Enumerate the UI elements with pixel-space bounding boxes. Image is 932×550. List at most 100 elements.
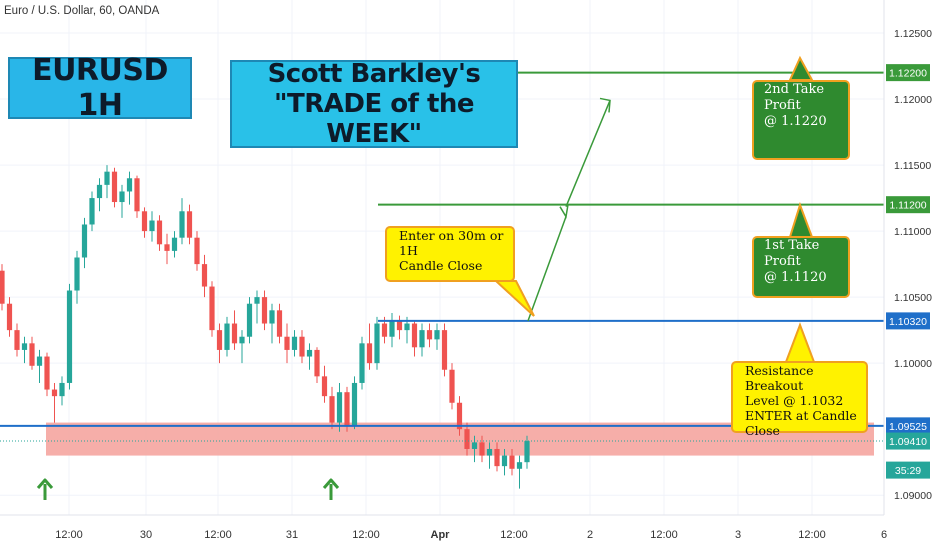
candle-body	[329, 396, 335, 423]
res-line-1: Resistance Breakout	[745, 363, 814, 393]
target-arrows	[527, 97, 611, 322]
candle-body	[246, 303, 253, 337]
res-line-2: Level @ 1.1032	[745, 393, 844, 408]
price-tick-label: 1.12000	[894, 94, 932, 106]
candle-body	[186, 211, 193, 238]
candle-body	[464, 429, 470, 449]
candle-body	[426, 330, 433, 340]
price-tag-label: 1.10320	[889, 316, 927, 328]
trade-line-2: "TRADE of the WEEK"	[273, 89, 475, 149]
candle-body	[434, 330, 440, 340]
candle-body	[509, 455, 515, 469]
candle-body	[216, 330, 223, 350]
candle-body	[284, 336, 290, 350]
candle-body	[404, 323, 410, 331]
candle-body	[44, 356, 50, 390]
time-tick-label: 30	[140, 529, 152, 541]
candle-body	[471, 442, 478, 449]
candle-body	[0, 270, 5, 304]
tp1-line-1: 1st Take Profit	[764, 238, 820, 269]
time-axis: 12:00 30 12:00 31 12:00 Apr 12:00 2 12:00 3 12:00 6	[55, 529, 887, 541]
price-axis: 1.12500 1.12000 1.11500 1.11000 1.10500 1.100…	[894, 28, 932, 502]
tp2-line-1: 2nd Take Profit	[764, 82, 825, 113]
up-arrow-head	[322, 478, 340, 489]
candle-body	[201, 264, 208, 287]
candle-body	[441, 330, 448, 370]
enter-line-2: Candle Close	[399, 258, 483, 273]
candle-body	[261, 297, 268, 324]
candle-body	[171, 237, 178, 251]
candle-body	[336, 392, 343, 423]
candle-body	[494, 448, 500, 467]
price-tag-bg	[886, 312, 930, 330]
take-profit-1-callout: 1st Take Profit @ 1.1120	[752, 236, 850, 298]
candle-body	[524, 441, 530, 463]
candle-body	[164, 244, 170, 251]
resistance-callout: Resistance Breakout Level @ 1.1032 ENTER…	[731, 361, 868, 438]
price-tick-label: 1.11500	[894, 160, 931, 172]
candle-body	[74, 257, 80, 291]
arrow-head-2	[599, 97, 611, 113]
time-tick-label: 12:00	[55, 529, 83, 541]
take-profit-2-callout: 2nd Take Profit @ 1.1220	[752, 80, 850, 160]
price-tag-label: 1.12200	[889, 68, 927, 80]
price-tag-bg	[886, 461, 930, 479]
candle-body	[179, 211, 185, 238]
candlesticks	[0, 165, 884, 489]
price-tag-label: 1.09410	[889, 436, 927, 448]
tp2-line-2: @ 1.1220	[764, 114, 827, 129]
candle-body	[51, 389, 58, 397]
candle-body	[456, 402, 463, 430]
candle-body	[516, 462, 523, 469]
price-tick-label: 1.10500	[894, 292, 932, 304]
candle-body	[374, 323, 380, 364]
candle-body	[81, 224, 88, 258]
time-tick-label: 2	[587, 529, 593, 541]
time-tick-label: 12:00	[352, 529, 380, 541]
candle-body	[306, 349, 313, 357]
candle-body	[111, 171, 118, 203]
candle-body	[126, 178, 133, 192]
candle-body	[21, 343, 28, 350]
res-line-3: ENTER at Candle Close	[745, 408, 857, 438]
price-tag-label: 1.09525	[889, 421, 927, 433]
price-tick-label: 1.11000	[894, 226, 931, 238]
time-tick-label: 31	[286, 529, 298, 541]
candle-body	[291, 336, 298, 350]
arrow-head-1	[559, 204, 569, 219]
candle-body	[134, 178, 140, 212]
candle-body	[269, 310, 275, 324]
price-tag-bg	[886, 417, 930, 435]
candle-body	[66, 290, 73, 383]
enter-pointer	[493, 280, 535, 317]
take-profit-1-pointer	[788, 201, 814, 238]
candle-body	[276, 310, 283, 337]
arrow-shaft-2	[565, 100, 611, 207]
time-tick-label: 12:00	[500, 529, 528, 541]
symbol-header: Euro / U.S. Dollar, 60, OANDA	[4, 5, 160, 17]
candle-body	[381, 323, 388, 337]
time-tick-label: 12:00	[204, 529, 232, 541]
take-profit-2-pointer	[788, 55, 814, 81]
candle-body	[239, 336, 245, 344]
candle-body	[156, 220, 163, 245]
price-tags: 1.12200 1.11200 1.10320 1.09525 1.09410 35:29	[886, 64, 930, 479]
time-tick-label: 6	[881, 529, 887, 541]
candle-body	[366, 343, 373, 364]
time-tick-label: 3	[735, 529, 741, 541]
candle-body	[224, 323, 230, 350]
trade-of-week-box: Scott Barkley's "TRADE of the WEEK"	[230, 59, 518, 149]
up-arrow-head	[36, 478, 54, 489]
candle-body	[501, 455, 508, 467]
candle-body	[149, 220, 155, 232]
candle-body	[486, 448, 493, 456]
arrow-shaft-1	[527, 216, 567, 322]
candle-body	[314, 349, 320, 377]
candle-body	[359, 343, 365, 383]
candle-body	[351, 382, 358, 427]
time-tick-label: 12:00	[650, 529, 678, 541]
candle-body	[209, 286, 215, 331]
candle-body	[14, 330, 20, 350]
candle-body	[59, 382, 65, 397]
